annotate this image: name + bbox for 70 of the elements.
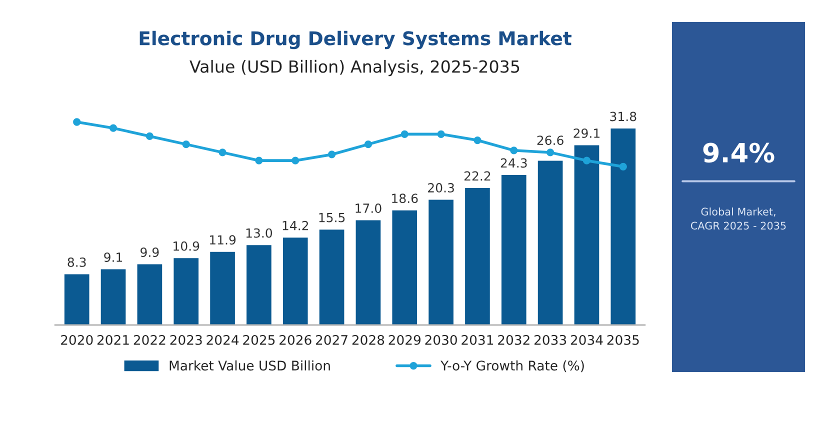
data-label: 20.3 (428, 183, 454, 193)
x-tick-label: 2022 (134, 334, 166, 345)
x-tick-label: 2020 (61, 334, 93, 345)
data-label: 9.9 (140, 248, 159, 258)
point (218, 148, 226, 156)
bar (318, 228, 346, 325)
point (364, 140, 372, 148)
point (546, 148, 554, 156)
x-tick-label: 2030 (425, 334, 457, 345)
point (182, 140, 190, 148)
data-label: 9.1 (104, 252, 122, 262)
bar (99, 268, 128, 325)
data-label: 8.3 (68, 257, 86, 267)
x-tick-label: 2023 (170, 334, 202, 345)
data-label: 17.0 (356, 204, 382, 213)
x-tick-label: 2021 (97, 334, 129, 345)
bar (208, 250, 236, 325)
bar (536, 159, 564, 325)
x-tick-label: 2033 (534, 334, 566, 345)
chart-title: Electronic Drug Delivery Systems Market (140, 30, 572, 50)
x-tick-label: 2029 (388, 334, 420, 345)
legend-label: Y-o-Y Growth Rate (%) (440, 360, 584, 372)
text: Global Market, CAGR 2025 - 2035 (690, 208, 786, 230)
text: 9.4% (703, 142, 774, 163)
bar (464, 186, 492, 325)
x-tick-label: 2034 (570, 334, 603, 345)
data-label: 24.3 (500, 158, 527, 168)
x-tick-label: 2027 (316, 334, 348, 345)
point (73, 118, 81, 126)
data-label: 22.2 (464, 171, 490, 181)
point (474, 136, 482, 144)
x-tick-label: 2032 (498, 334, 530, 345)
bar (245, 244, 273, 325)
bar (609, 127, 637, 325)
bar (427, 198, 455, 325)
legend-label: Market Value USD Billion (170, 360, 330, 371)
data-label: 31.8 (610, 112, 636, 122)
point (400, 130, 408, 138)
point (109, 124, 118, 132)
bar (172, 256, 200, 325)
bar (354, 218, 382, 325)
x-tick-label: 2031 (462, 334, 494, 345)
bar (390, 208, 418, 325)
data-label: 11.9 (210, 235, 236, 245)
point (328, 150, 336, 158)
bar (500, 174, 528, 325)
point (437, 130, 445, 138)
data-label: 26.6 (537, 136, 564, 146)
data-label: 18.6 (392, 194, 418, 204)
x-tick-label: 2028 (352, 334, 384, 345)
x-tick-label: 2024 (206, 334, 239, 345)
point (510, 146, 518, 154)
data-label: 13.0 (246, 228, 272, 238)
point (582, 156, 591, 164)
bar (63, 272, 91, 325)
point (619, 162, 627, 170)
data-label: 14.2 (282, 220, 308, 230)
bar (282, 236, 310, 325)
point (292, 156, 300, 164)
point (255, 156, 263, 164)
bar (136, 262, 164, 325)
data-label: 29.1 (574, 128, 600, 138)
chart-subtitle: Value (USD Billion) Analysis, 2025-2035 (190, 60, 520, 76)
x-tick-label: 2026 (280, 334, 312, 345)
bar (572, 144, 601, 325)
data-label: 10.9 (174, 241, 200, 251)
x-tick-label: 2035 (607, 334, 639, 345)
x-tick-label: 2025 (243, 334, 275, 345)
point (146, 132, 154, 140)
data-label: 15.5 (319, 212, 345, 222)
